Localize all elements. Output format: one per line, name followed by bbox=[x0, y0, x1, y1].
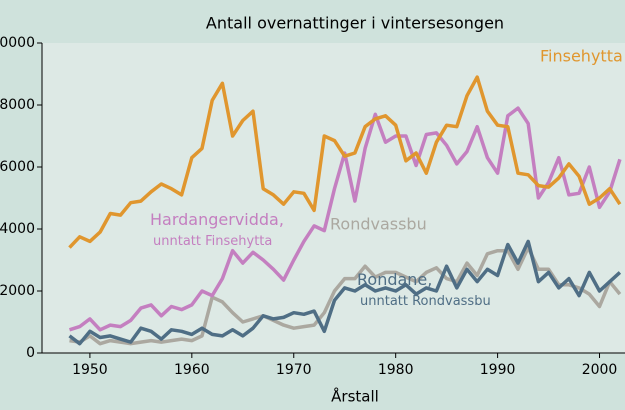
x-tick-label: 1950 bbox=[72, 362, 108, 378]
x-tick-label: 1990 bbox=[480, 362, 516, 378]
y-tick-label: 10000 bbox=[0, 35, 35, 51]
y-tick-label: 6000 bbox=[0, 159, 35, 175]
x-tick-label: 1960 bbox=[174, 362, 210, 378]
series-line bbox=[68, 239, 622, 346]
chart-title: Antall overnattinger i vintersesongen bbox=[206, 14, 504, 33]
series-label-line: unntatt Rondvassbu bbox=[360, 294, 491, 309]
y-tick-label: 8000 bbox=[0, 97, 35, 113]
x-tick-label: 1970 bbox=[276, 362, 312, 378]
series-label-line: Rondane, bbox=[357, 270, 437, 289]
y-tick-label: 2000 bbox=[0, 283, 35, 299]
x-tick-label: 2000 bbox=[582, 362, 618, 378]
series-label: Hardangervidda, unntatt Finsehytta bbox=[150, 210, 289, 249]
y-tick-label: 0 bbox=[26, 345, 35, 361]
series-label: Rondane, unntatt Rondvassbu bbox=[357, 270, 491, 309]
series-label: Rondvassbu bbox=[330, 215, 427, 234]
series-line bbox=[68, 75, 622, 249]
series-label-line: unntatt Finsehytta bbox=[153, 234, 272, 249]
series-line bbox=[68, 106, 622, 332]
y-tick-label: 4000 bbox=[0, 221, 35, 237]
x-axis-label: Årstall bbox=[331, 387, 379, 406]
series-label: Finsehytta bbox=[540, 47, 623, 66]
series-label-line: Hardangervidda, bbox=[150, 210, 289, 229]
x-tick-label: 1980 bbox=[378, 362, 414, 378]
